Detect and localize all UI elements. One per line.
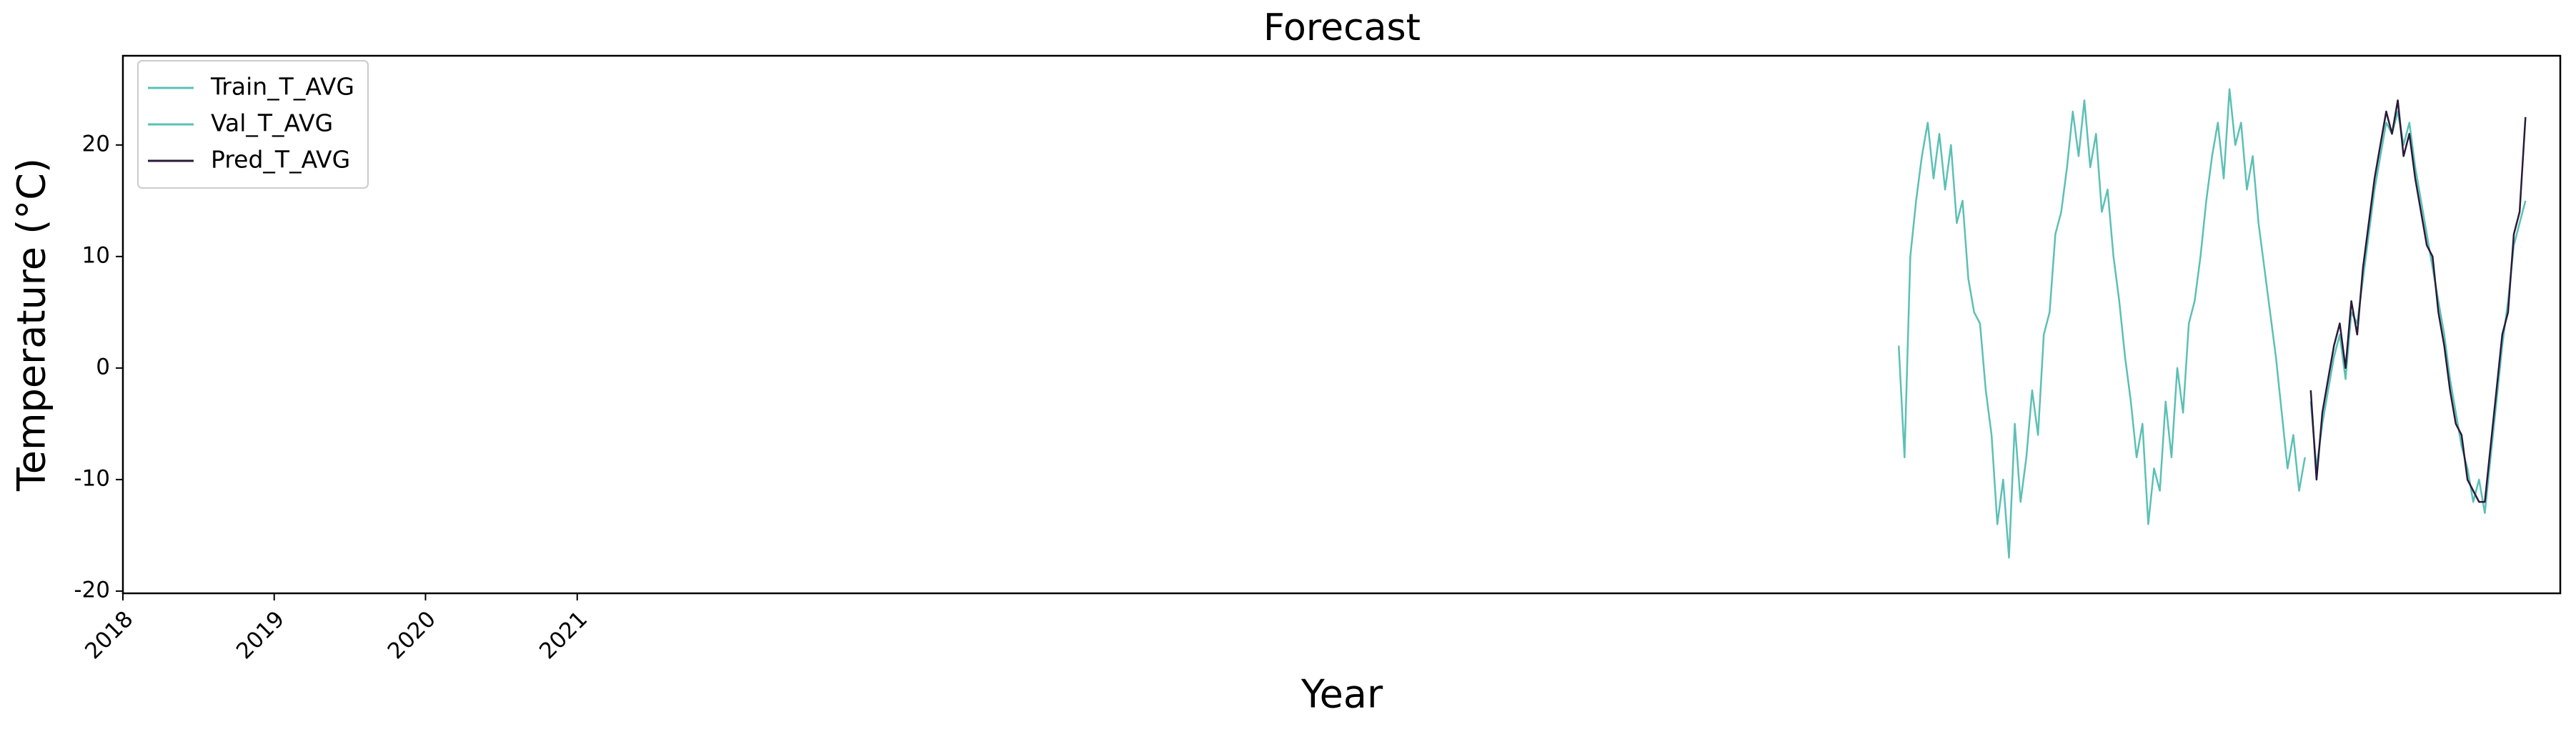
x-tick-label: 2019 bbox=[232, 606, 289, 664]
x-tick-label: 2020 bbox=[383, 606, 441, 664]
series-line bbox=[2309, 99, 2527, 503]
plot-frame bbox=[121, 54, 2562, 595]
x-axis-label: Year bbox=[1301, 672, 1383, 717]
series-line bbox=[2309, 110, 2527, 514]
y-tick-label: 20 bbox=[82, 131, 110, 157]
y-axis-label: Temperature (°C) bbox=[9, 158, 54, 492]
series-line bbox=[1897, 88, 2306, 559]
legend-label: Train_T_AVG bbox=[210, 73, 354, 101]
x-tick-label: 2018 bbox=[80, 606, 138, 664]
legend-label: Val_T_AVG bbox=[211, 109, 333, 137]
x-tick-label: 2021 bbox=[534, 606, 592, 664]
y-tick-label: -10 bbox=[74, 465, 110, 491]
legend: Train_T_AVG Val_T_AVG Pred_T_AVG bbox=[137, 60, 369, 189]
chart-title: Forecast bbox=[1263, 6, 1421, 49]
legend-box bbox=[137, 60, 369, 189]
y-tick-label: 0 bbox=[96, 354, 110, 380]
y-tick-label: 10 bbox=[82, 242, 110, 268]
y-tick-label: -20 bbox=[74, 577, 110, 603]
legend-label: Pred_T_AVG bbox=[211, 146, 350, 174]
